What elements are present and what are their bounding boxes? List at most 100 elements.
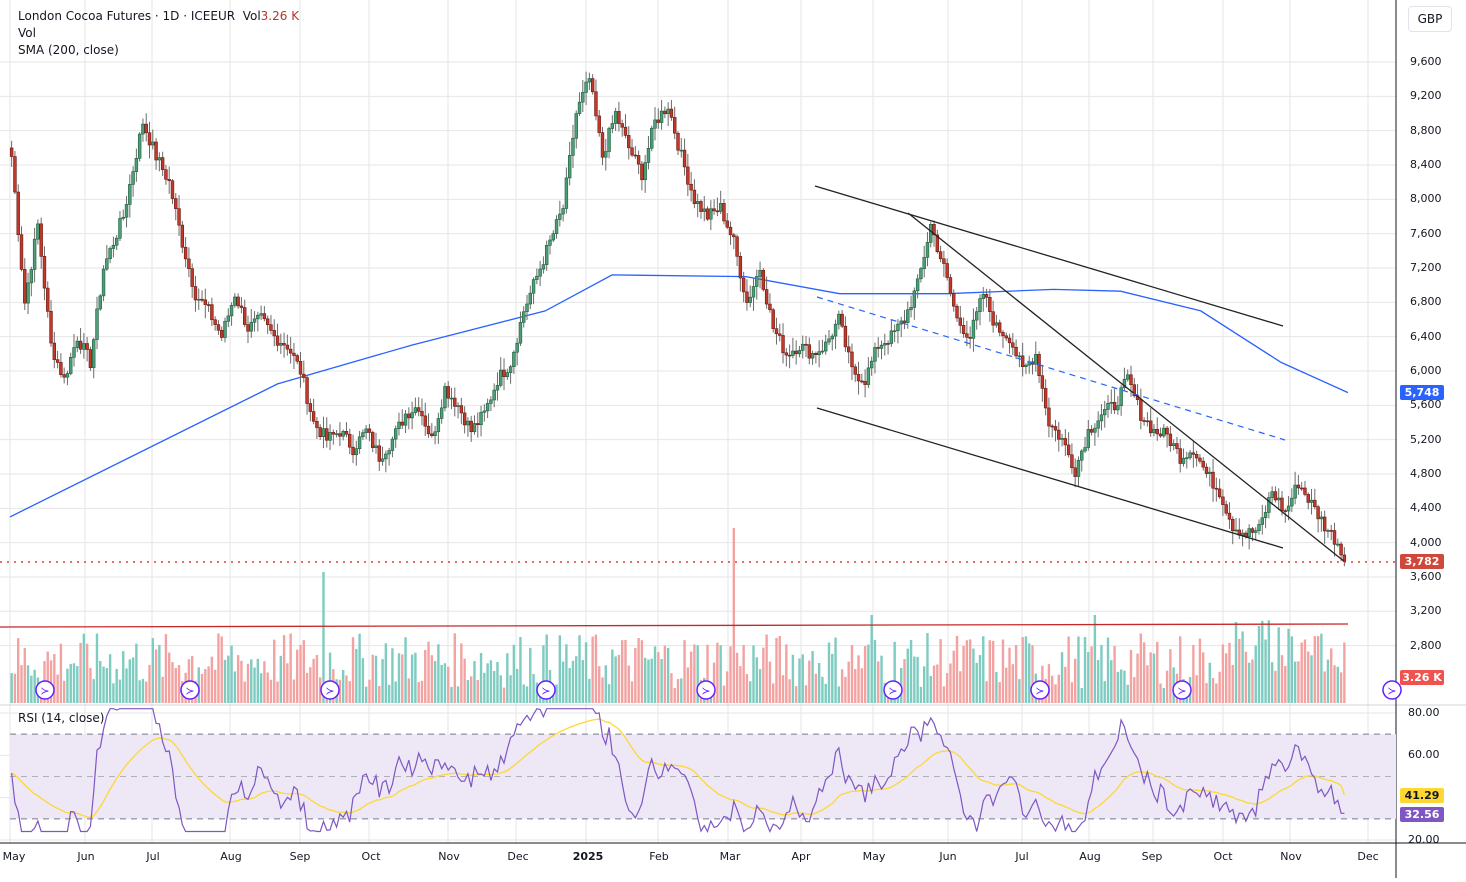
volume-bar bbox=[630, 681, 634, 703]
currency-button[interactable]: GBP bbox=[1408, 6, 1452, 32]
candle-down bbox=[1053, 426, 1058, 431]
candle-down bbox=[1231, 518, 1235, 532]
candle-down bbox=[19, 234, 24, 270]
candle-up bbox=[1234, 529, 1238, 532]
volume-bar bbox=[647, 659, 650, 703]
candle-down bbox=[285, 344, 290, 350]
rollover-event-icon[interactable]: ≻ bbox=[536, 680, 556, 700]
symbol-title[interactable]: London Cocoa Futures · 1D · ICEEUR bbox=[18, 9, 236, 23]
candle-up bbox=[279, 343, 283, 346]
candle-up bbox=[1086, 429, 1091, 448]
candle-up bbox=[1208, 471, 1212, 474]
volume-bar bbox=[164, 634, 168, 703]
rollover-event-icon[interactable]: ≻ bbox=[320, 680, 340, 700]
candle-up bbox=[1290, 497, 1294, 507]
candle-down bbox=[1165, 427, 1169, 435]
candle-up bbox=[577, 101, 582, 114]
volume-bar bbox=[99, 661, 102, 703]
candle-up bbox=[994, 322, 999, 326]
candle-up bbox=[1034, 354, 1038, 365]
candle-down bbox=[843, 325, 848, 348]
volume-bar bbox=[391, 648, 394, 703]
candle-down bbox=[459, 405, 464, 414]
volume-bar bbox=[985, 681, 988, 703]
candle-down bbox=[764, 289, 769, 305]
candle-down bbox=[902, 320, 907, 323]
candle-up bbox=[873, 347, 877, 362]
volume-bar bbox=[10, 673, 13, 703]
volume-bar bbox=[670, 673, 673, 703]
volume-bar bbox=[286, 663, 289, 703]
rollover-event-icon[interactable]: ≻ bbox=[1030, 680, 1050, 700]
candle-up bbox=[1267, 497, 1271, 513]
volume-bar bbox=[273, 639, 276, 703]
volume-bar bbox=[1169, 649, 1172, 703]
volume-bar bbox=[598, 666, 601, 703]
candle-up bbox=[131, 171, 135, 185]
candle-down bbox=[952, 293, 956, 307]
candle-down bbox=[669, 108, 674, 118]
candle-up bbox=[1126, 374, 1130, 380]
candle-up bbox=[403, 413, 408, 426]
indicator-sma-label[interactable]: SMA (200, close) bbox=[18, 43, 119, 57]
candle-up bbox=[833, 323, 838, 337]
candle-up bbox=[679, 149, 683, 152]
candle-up bbox=[36, 223, 40, 240]
candle-up bbox=[1254, 530, 1258, 533]
volume-bar bbox=[1234, 622, 1238, 703]
volume-bar bbox=[1316, 636, 1320, 703]
volume-value-tag: 3.26 K bbox=[1400, 670, 1444, 685]
candle-down bbox=[774, 328, 779, 335]
price-tick-label: 3,200 bbox=[1410, 604, 1442, 618]
indicator-vol-label[interactable]: Vol bbox=[18, 26, 36, 40]
candle-down bbox=[942, 258, 946, 264]
volume-bar bbox=[903, 659, 906, 703]
volume-bar bbox=[932, 665, 936, 703]
volume-bar bbox=[798, 658, 801, 703]
candle-up bbox=[124, 204, 129, 218]
rollover-event-icon[interactable]: ≻ bbox=[35, 680, 55, 700]
candle-down bbox=[55, 359, 60, 363]
candle-down bbox=[1178, 448, 1182, 464]
volume-bar bbox=[1024, 636, 1028, 703]
candle-up bbox=[906, 309, 910, 323]
candle-down bbox=[206, 304, 211, 306]
rollover-event-icon[interactable]: ≻ bbox=[883, 680, 903, 700]
volume-bar bbox=[460, 643, 463, 703]
rsi-legend[interactable]: RSI (14, close) bbox=[18, 711, 105, 725]
candle-down bbox=[1112, 402, 1117, 411]
candle-up bbox=[869, 360, 874, 369]
candle-down bbox=[1004, 335, 1008, 339]
volume-bar bbox=[1087, 652, 1090, 703]
candle-up bbox=[604, 151, 608, 158]
volume-bar bbox=[151, 638, 154, 703]
volume-bar bbox=[601, 677, 604, 703]
volume-bar bbox=[781, 675, 785, 703]
candle-up bbox=[439, 407, 444, 419]
volume-bar bbox=[627, 665, 630, 703]
volume-bar bbox=[17, 638, 20, 703]
candle-down bbox=[265, 318, 270, 325]
candle-up bbox=[554, 219, 559, 234]
last-price-tag: 3,782 bbox=[1400, 554, 1444, 569]
rollover-event-icon[interactable]: ≻ bbox=[180, 680, 200, 700]
candle-down bbox=[1139, 399, 1143, 421]
candle-down bbox=[1322, 516, 1327, 532]
volume-bar bbox=[607, 684, 611, 703]
candle-down bbox=[705, 208, 710, 220]
candle-down bbox=[371, 432, 375, 448]
candle-down bbox=[948, 277, 953, 294]
candle-up bbox=[108, 248, 112, 260]
candle-down bbox=[1057, 429, 1061, 440]
rollover-event-icon[interactable]: ≻ bbox=[696, 680, 716, 700]
price-tick-label: 7,600 bbox=[1410, 226, 1442, 240]
svg-text:≻: ≻ bbox=[1035, 685, 1044, 698]
symbol-row[interactable]: London Cocoa Futures · 1D · ICEEUR Vol3.… bbox=[18, 8, 299, 25]
volume-bar bbox=[1195, 675, 1198, 703]
rollover-event-icon[interactable]: ≻ bbox=[1172, 680, 1192, 700]
volume-bar bbox=[328, 652, 332, 703]
rollover-event-icon[interactable]: ≻ bbox=[1382, 680, 1402, 700]
volume-bar bbox=[1280, 655, 1284, 703]
